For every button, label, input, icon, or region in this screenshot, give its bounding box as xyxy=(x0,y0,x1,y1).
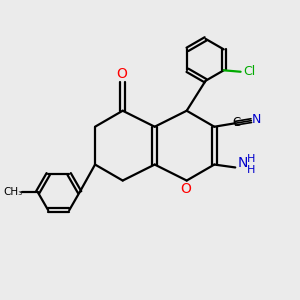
Text: O: O xyxy=(116,68,127,81)
Text: N: N xyxy=(237,156,248,170)
Text: Cl: Cl xyxy=(243,65,256,78)
Text: O: O xyxy=(180,182,191,196)
Text: H: H xyxy=(247,154,256,164)
Text: CH₃: CH₃ xyxy=(3,187,23,197)
Text: H: H xyxy=(247,165,256,176)
Text: N: N xyxy=(252,113,261,126)
Text: C: C xyxy=(232,116,241,129)
